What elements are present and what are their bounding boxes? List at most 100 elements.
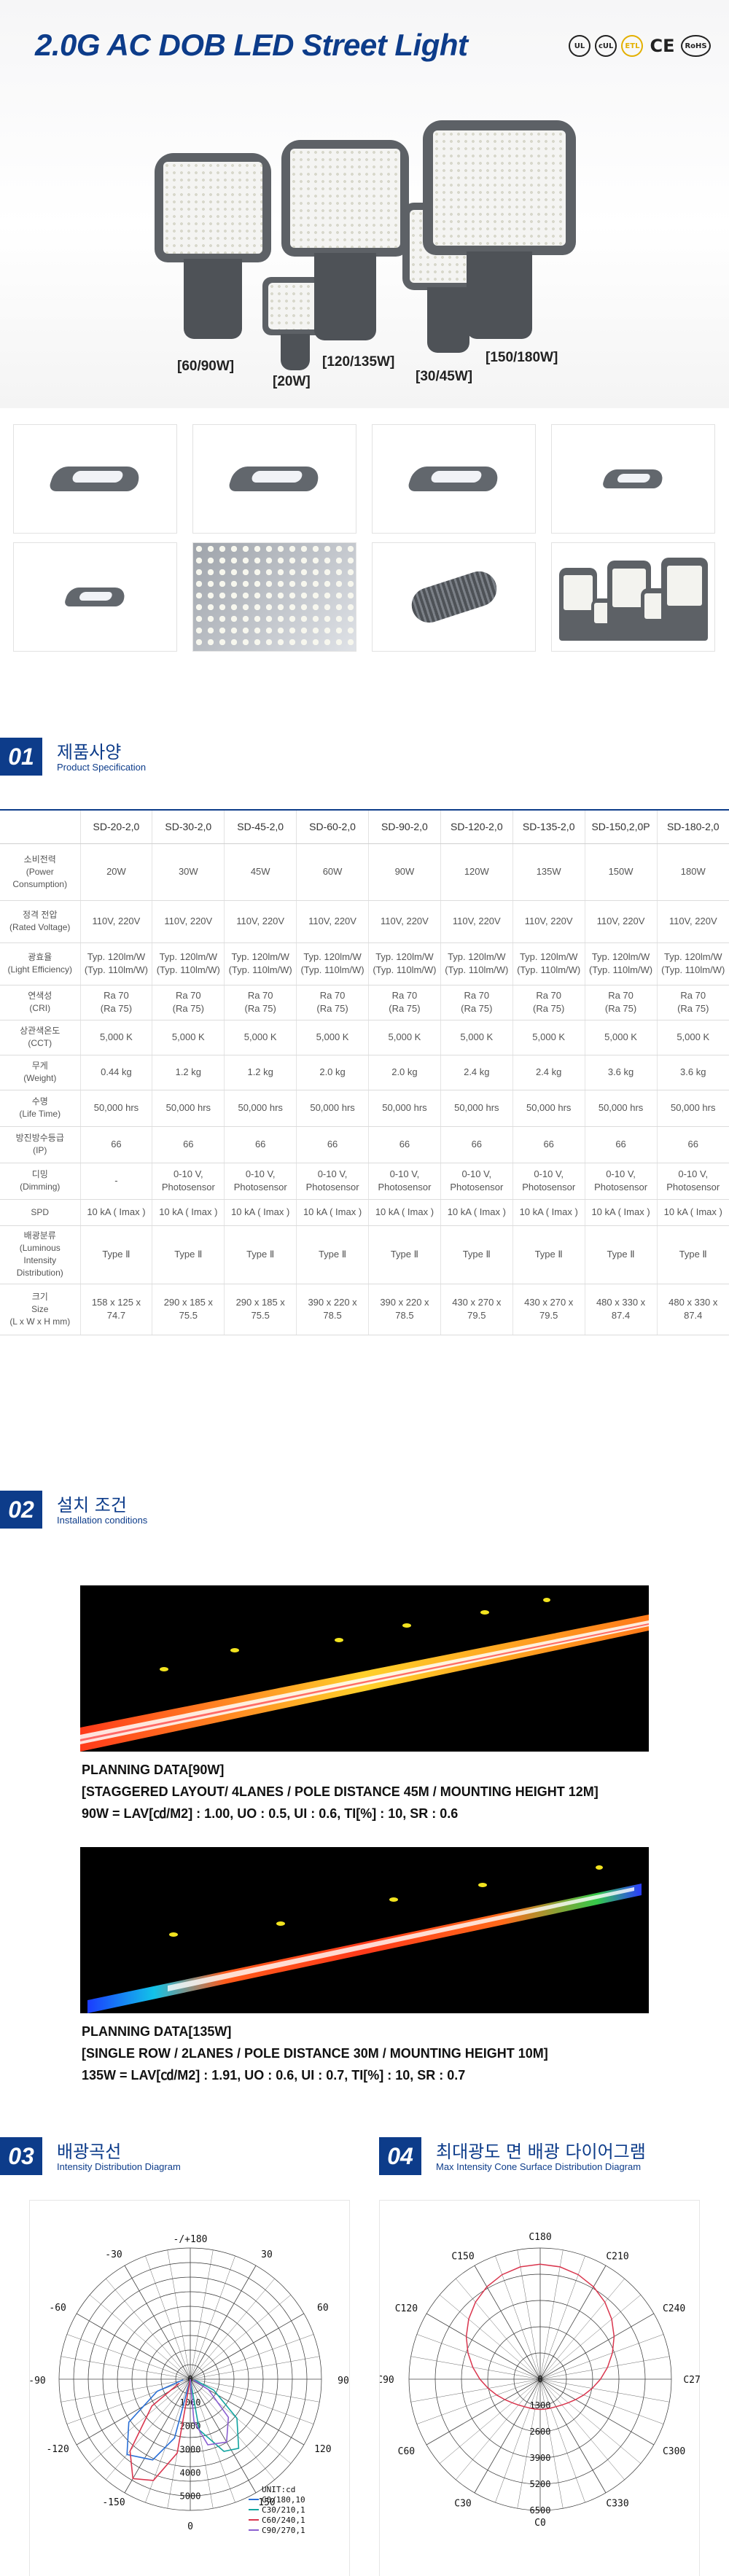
spec-cell-line: 5,000 K (532, 1031, 566, 1042)
grid-spoke (539, 2265, 607, 2380)
spec-cell-line: Ra 70 (680, 990, 706, 1001)
model-header: SD-30-2,0 (152, 809, 225, 844)
spec-cell: 110V, 220V (296, 900, 369, 943)
spec-cell-line: Type Ⅱ (534, 1249, 563, 1260)
legend-label: C0/180,10 (262, 2495, 305, 2505)
certification-marks: UL cUL ETL CE RoHS (569, 35, 711, 57)
spec-cell-line: 110V, 220V (308, 916, 356, 926)
spec-cell-line: 1.2 kg (247, 1066, 273, 1077)
thumbnail-7-heatsink[interactable] (372, 542, 536, 652)
angle-label: C60 (398, 2446, 415, 2457)
spec-label-line: Size (31, 1303, 49, 1314)
spec-cell-line: Ra 70 (319, 990, 346, 1001)
spec-cell: Type Ⅱ (368, 1225, 441, 1284)
spec-row-label: 소비전력 (Power Consumption) (0, 843, 81, 901)
angle-label: -30 (105, 2249, 122, 2260)
spec-cell: Typ. 120lm/W (Typ. 110lm/W) (152, 942, 225, 985)
spec-cell-line: 10 kA ( Imax ) (591, 1206, 650, 1217)
grid-spoke (539, 2378, 585, 2503)
spec-cell-line: Typ. 120lm/W (591, 951, 650, 962)
section-subtitle: Intensity Distribution Diagram (57, 2161, 181, 2172)
grid-spoke (439, 2378, 541, 2464)
spec-row: 정격 전압 (Rated Voltage) 110V, 220V 110V, 220V… (0, 900, 729, 943)
thumbnail-4[interactable] (551, 424, 715, 534)
spec-label-line: (CCT) (28, 1038, 52, 1048)
spec-cell-line: 50,000 hrs (598, 1102, 644, 1113)
grid-spoke (539, 2378, 642, 2464)
thumbnail-2[interactable] (192, 424, 356, 534)
grid-spoke (416, 2378, 541, 2424)
spec-cell-line: Typ. 120lm/W (519, 951, 578, 962)
spec-cell: 2.0 kg (296, 1055, 369, 1090)
intensity-curve (190, 2378, 230, 2446)
spec-cell-line: 10 kA ( Imax ) (519, 1206, 578, 1217)
thumbnail-5[interactable] (13, 542, 177, 652)
grid-spoke (190, 2334, 314, 2380)
angle-label: 150 (258, 2497, 275, 2508)
spec-cell: 5,000 K (296, 1020, 369, 1055)
grid-spoke (190, 2378, 257, 2494)
spec-cell: Typ. 120lm/W (Typ. 110lm/W) (585, 942, 658, 985)
spec-label-line: (CRI) (29, 1003, 51, 1013)
rohs-mark-icon: RoHS (681, 35, 711, 57)
grid-spoke (426, 2378, 541, 2446)
section-title: 최대광도 면 배광 다이어그램 (436, 2142, 646, 2162)
spec-cell: Type Ⅱ (224, 1225, 297, 1284)
spec-cell: 10 kA ( Imax ) (296, 1199, 369, 1226)
spec-cell-line: 66 (327, 1139, 338, 1150)
spec-cell: 390 x 220 x 78.5 (368, 1284, 441, 1335)
grid-spoke (539, 2378, 564, 2509)
spec-cell: 2.4 kg (512, 1055, 585, 1090)
spec-cell: 66 (224, 1126, 297, 1163)
planning-title: PLANNING DATA[135W] (82, 2024, 232, 2039)
radial-label: 3000 (180, 2444, 201, 2454)
spec-cell-line: (Typ. 110lm/W) (588, 964, 653, 975)
model-header: SD-90-2,0 (368, 809, 441, 844)
spec-cell: - (80, 1163, 153, 1200)
spec-cell-line: (Typ. 110lm/W) (228, 964, 292, 975)
spec-cell: 50,000 hrs (152, 1090, 225, 1127)
spec-cell-line: 110V, 220V (452, 916, 501, 926)
thumbnail-6-led-closeup[interactable] (192, 542, 356, 652)
spec-cell: 10 kA ( Imax ) (657, 1199, 729, 1226)
spec-cell: 50,000 hrs (512, 1090, 585, 1127)
section-number: 04 (379, 2137, 421, 2175)
spec-cell-line: 79.5 (539, 1310, 558, 1321)
spec-cell-line: 430 x 270 x (452, 1297, 502, 1308)
section-subtitle: Installation conditions (57, 1515, 148, 1526)
spec-cell-line: 150W (608, 866, 634, 877)
spec-cell-line: Type Ⅱ (318, 1249, 347, 1260)
spec-cell-line: 390 x 220 x (380, 1297, 429, 1308)
spec-cell-line: 180W (680, 866, 706, 877)
spec-cell: 290 x 185 x 75.5 (152, 1284, 225, 1335)
spec-cell: 110V, 220V (512, 900, 585, 943)
spec-header-blank (0, 809, 81, 844)
spec-cell: 50,000 hrs (440, 1090, 513, 1127)
grid-spoke (495, 2378, 541, 2503)
radial-label: 4000 (180, 2468, 201, 2478)
ul-mark-icon: UL (569, 35, 590, 57)
spec-cell: 480 x 330 x 87.4 (657, 1284, 729, 1335)
spec-cell: 110V, 220V (224, 900, 297, 943)
label-60-90w: [60/90W] (177, 359, 235, 374)
thumbnail-8-lineup[interactable] (551, 542, 715, 652)
thumbnail-1[interactable] (13, 424, 177, 534)
spec-cell: 110V, 220V (585, 900, 658, 943)
spec-cell: Type Ⅱ (440, 1225, 513, 1284)
grid-spoke (190, 2378, 275, 2481)
section-title: 배광곡선 (57, 2142, 122, 2162)
grid-spoke (426, 2313, 541, 2380)
spec-cell-line: (Ra 75) (172, 1003, 204, 1014)
spec-cell-line: 66 (471, 1139, 483, 1150)
spec-label-line: (IP) (33, 1145, 47, 1155)
spec-cell-line: (Ra 75) (100, 1003, 133, 1014)
spec-cell: 158 x 125 x 74.7 (80, 1284, 153, 1335)
spec-cell-line: 50,000 hrs (382, 1102, 427, 1113)
spec-cell-line: Type Ⅱ (174, 1249, 203, 1260)
thumbnail-3[interactable] (372, 424, 536, 534)
angle-label: C270 (683, 2375, 701, 2386)
spec-cell: 30W (152, 843, 225, 901)
spec-cell-line: Ra 70 (247, 990, 273, 1001)
spec-cell-line: 45W (250, 866, 270, 877)
